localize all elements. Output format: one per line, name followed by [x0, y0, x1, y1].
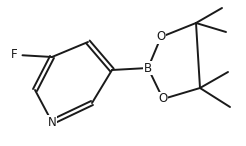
Text: O: O [156, 31, 166, 44]
Text: F: F [11, 48, 18, 61]
Text: O: O [158, 93, 168, 106]
Text: B: B [144, 61, 152, 74]
Text: N: N [48, 115, 56, 128]
